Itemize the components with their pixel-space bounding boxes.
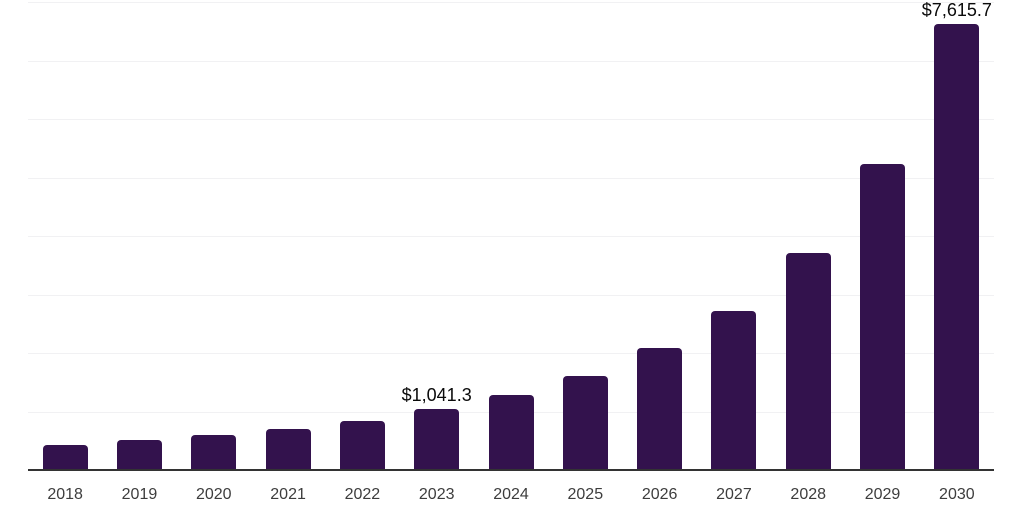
gridline-8000 <box>28 2 994 3</box>
x-tick-label-2023: 2023 <box>418 486 455 503</box>
x-axis-line <box>28 469 994 471</box>
x-tick-label-2029: 2029 <box>864 486 901 503</box>
bar-2028 <box>785 253 831 470</box>
gridline-2000 <box>28 353 994 354</box>
bar-2019 <box>116 439 162 470</box>
gridline-7000 <box>28 60 994 62</box>
bar-2026 <box>637 348 683 470</box>
bar-2018 <box>42 444 88 470</box>
x-tick-label-2020: 2020 <box>195 486 232 503</box>
bar-2020 <box>191 435 237 470</box>
x-tick-label-2028: 2028 <box>790 486 827 503</box>
x-tick-label-2022: 2022 <box>344 486 381 503</box>
x-tick-label-2021: 2021 <box>270 486 306 503</box>
bar-2023 <box>414 409 460 470</box>
bar-2030 <box>934 24 980 470</box>
x-tick-label-2025: 2025 <box>567 486 604 503</box>
x-tick-label-2026: 2026 <box>641 486 678 503</box>
bar-2027 <box>711 310 757 470</box>
gridline-5000 <box>28 177 994 179</box>
value-label-2023: $1,041.3 <box>401 385 472 406</box>
bar-2029 <box>860 163 906 470</box>
gridline-6000 <box>28 119 994 120</box>
x-tick-label-2024: 2024 <box>493 486 529 503</box>
x-tick-label-2027: 2027 <box>716 486 752 503</box>
gridline-3000 <box>28 294 994 296</box>
x-tick-label-2018: 2018 <box>47 486 83 503</box>
x-tick-label-2030: 2030 <box>939 486 975 503</box>
value-label-2030: $7,615.7 <box>921 0 992 21</box>
x-tick-label-2019: 2019 <box>121 486 158 503</box>
bar-2025 <box>562 376 608 470</box>
gridline-4000 <box>28 236 994 237</box>
bar-2022 <box>339 420 385 470</box>
bar-2024 <box>488 394 534 470</box>
bar-2021 <box>265 429 311 470</box>
